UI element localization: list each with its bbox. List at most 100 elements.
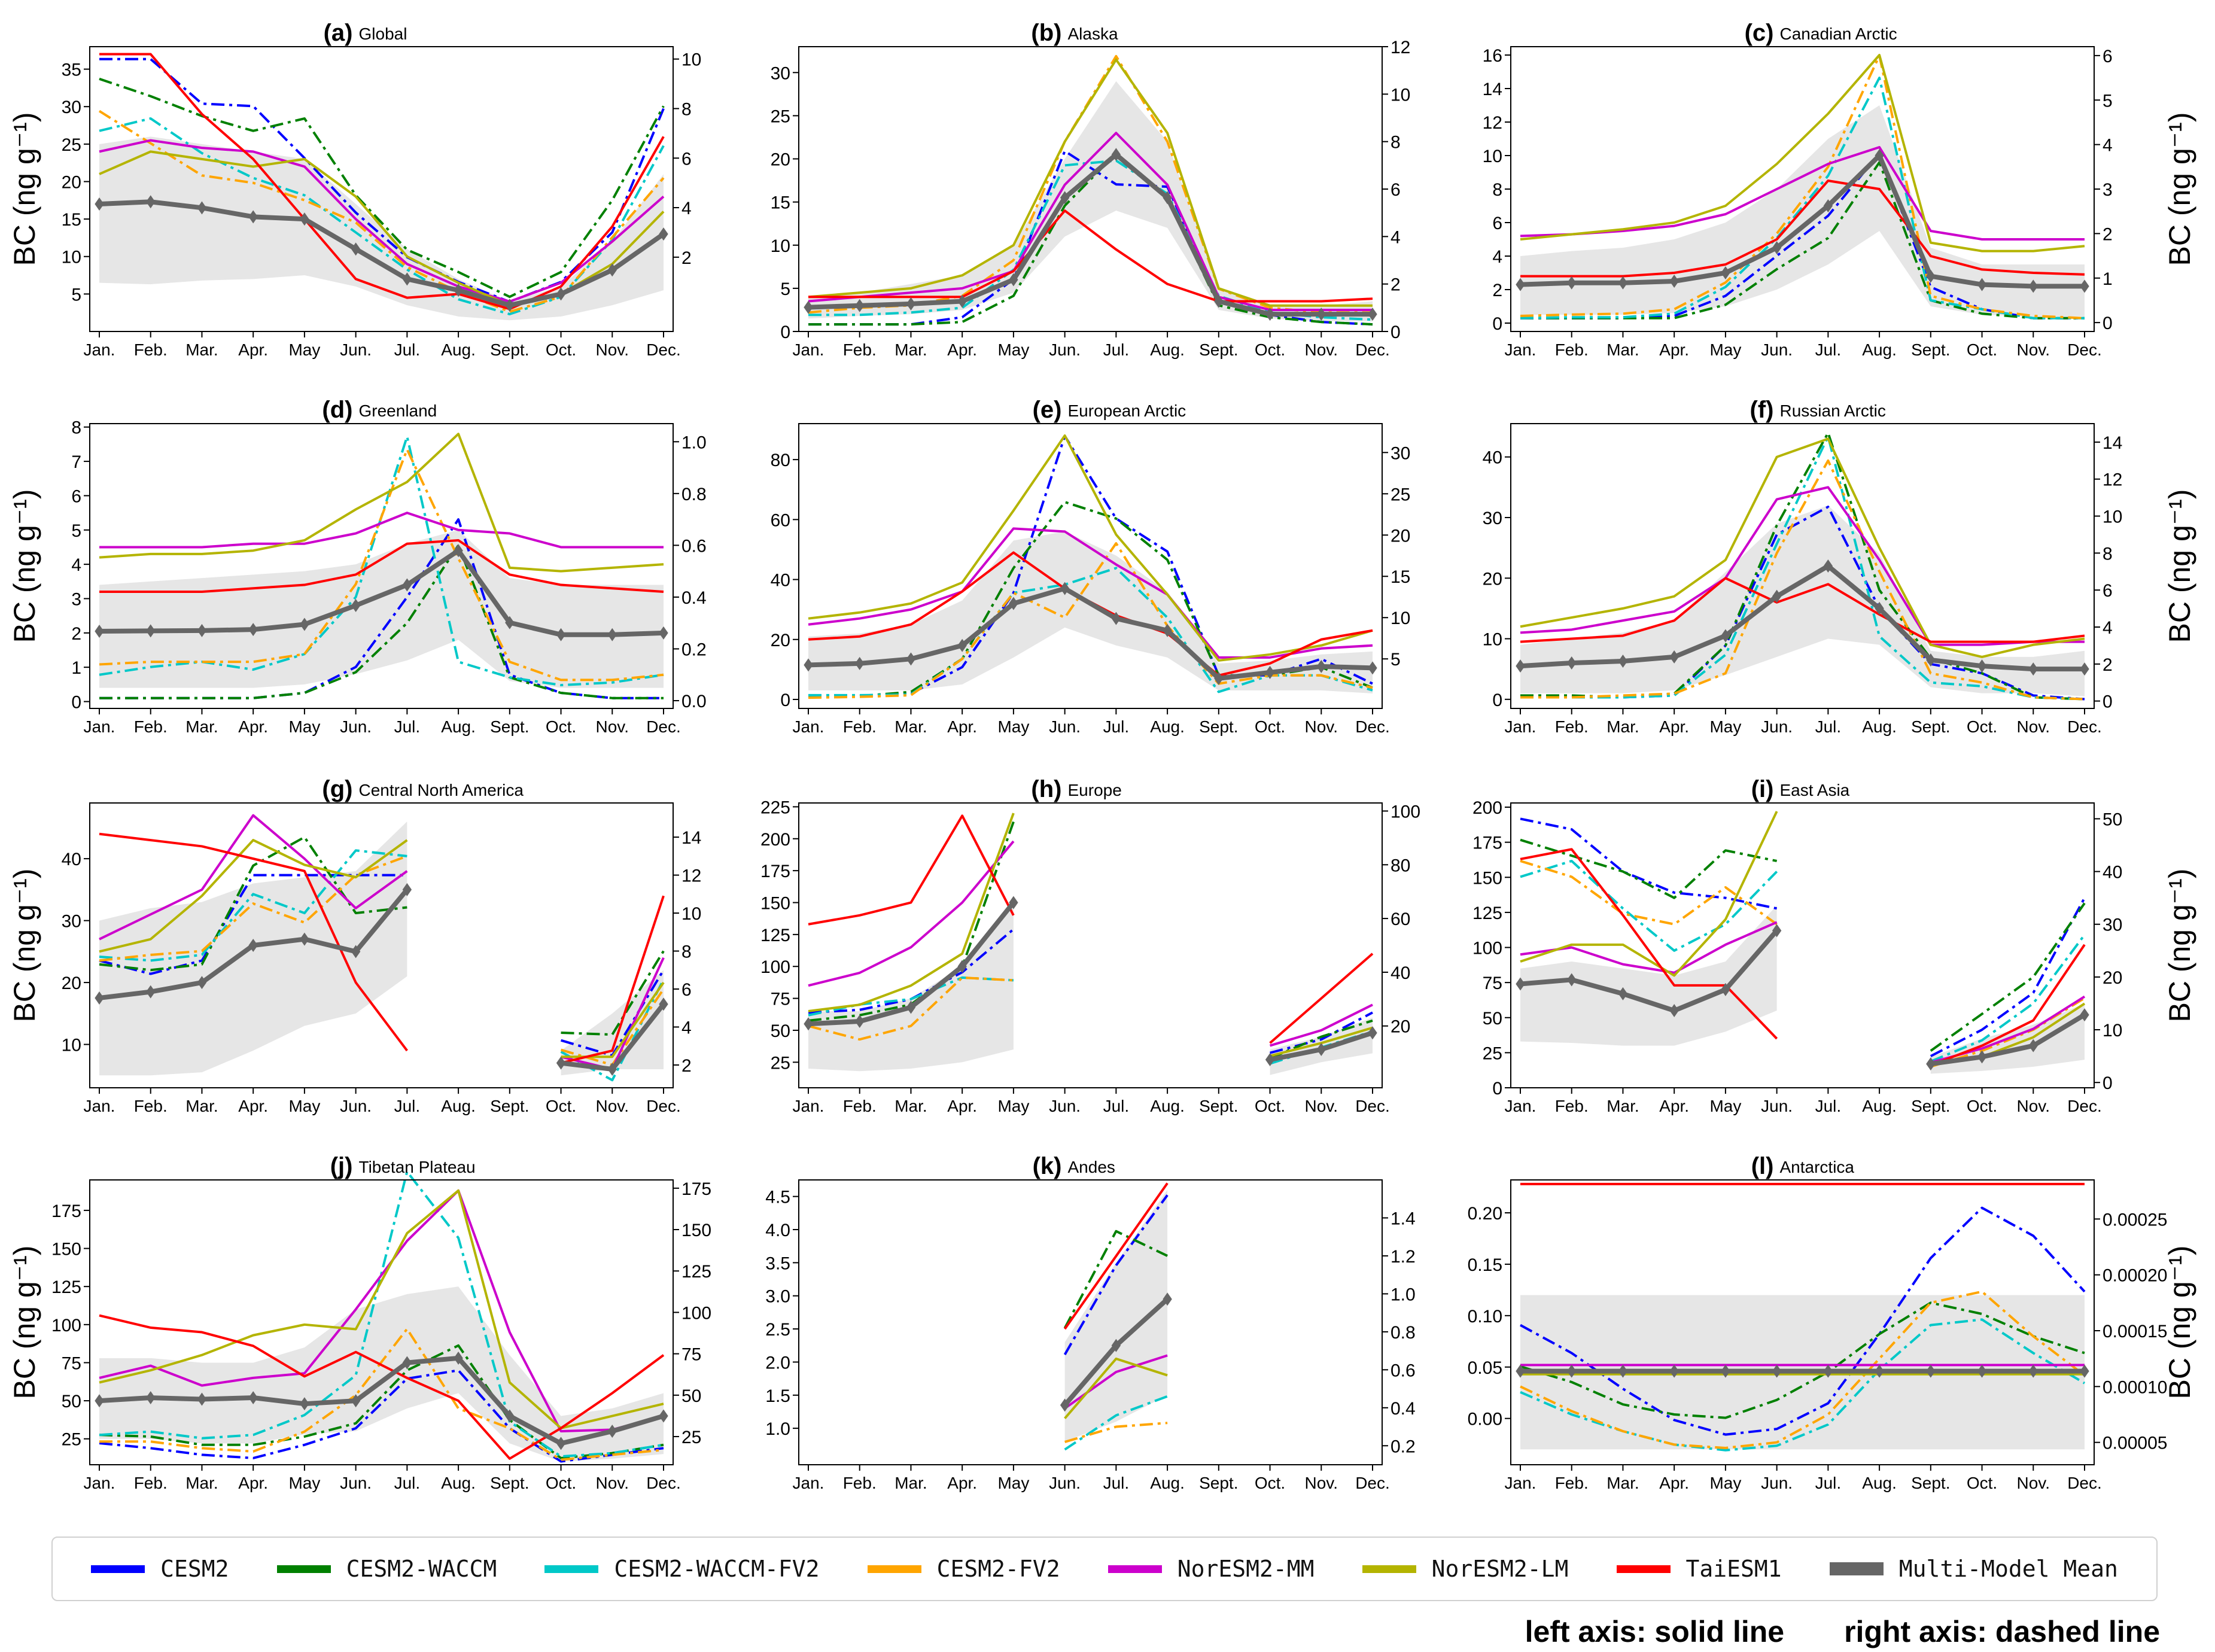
x-tick-label: Jun. (1049, 1474, 1081, 1492)
spread-band (808, 81, 1373, 321)
mean-marker (197, 623, 207, 637)
mean-marker (659, 997, 668, 1011)
spread-band (1520, 905, 1777, 1046)
mean-marker (2028, 662, 2038, 676)
mean-marker (1009, 597, 1018, 610)
x-tick-label: Oct. (546, 1097, 576, 1115)
x-tick-label: Oct. (546, 340, 576, 359)
mean-marker (556, 287, 566, 301)
mean-marker (300, 617, 309, 631)
x-tick-label: Jun. (1049, 1097, 1081, 1115)
mean-marker (146, 1391, 156, 1404)
series-line-cesm2-waccm (808, 152, 1373, 326)
left-tick-label: 15 (62, 210, 81, 230)
mean-marker (197, 201, 207, 215)
legend-label: NorESM2-MM (1177, 1556, 1315, 1582)
right-tick-label: 1.0 (1391, 1285, 1416, 1304)
mean-marker (2028, 1039, 2038, 1052)
left-tick-label: 14 (1483, 80, 1502, 99)
right-tick-label: 15 (1391, 567, 1410, 587)
series-line-noresm2-mm (1064, 1354, 1168, 1410)
right-tick-label: 0 (2103, 314, 2113, 333)
left-tick-label: 3 (71, 589, 81, 609)
right-tick-label: 125 (681, 1262, 711, 1282)
mean-marker (659, 227, 668, 241)
right-tick-label: 175 (681, 1179, 711, 1199)
left-tick-label: 75 (771, 990, 790, 1009)
mean-marker (1265, 665, 1275, 679)
mean-marker (1214, 294, 1224, 308)
x-tick-label: Jul. (1815, 1474, 1842, 1492)
x-tick-label: May (288, 1474, 320, 1492)
legend-item-cesm2: CESM2 (91, 1556, 229, 1582)
legend-swatch (1108, 1565, 1162, 1573)
left-tick-label: 16 (1483, 46, 1502, 66)
mean-marker (1618, 987, 1628, 1000)
series-line-taiesm1 (1520, 180, 2085, 278)
x-tick-label: Dec. (1355, 340, 1390, 359)
right-tick-label: 10 (2103, 507, 2122, 527)
x-tick-label: Dec. (2067, 340, 2102, 359)
x-tick-label: Jan. (793, 1474, 824, 1492)
x-tick-label: Apr. (1659, 717, 1689, 736)
left-tick-label: 3.0 (765, 1287, 790, 1307)
left-tick-label: 60 (771, 510, 790, 530)
right-tick-label: 0.00010 (2103, 1377, 2167, 1397)
series-line-multi-model-mean (1520, 929, 2086, 1067)
mean-marker (1163, 623, 1172, 637)
mean-marker (1567, 276, 1577, 290)
series-line-noresm2-mm (1520, 146, 2085, 241)
x-tick-label: May (1709, 340, 1741, 359)
mean-marker (2028, 1364, 2038, 1378)
legend-label: CESM2-WACCM-FV2 (614, 1556, 820, 1582)
left-tick-label: 8 (71, 418, 81, 438)
right-tick-label: 20 (2103, 968, 2122, 988)
left-tick-label: 25 (1483, 1043, 1502, 1063)
x-tick-label: Dec. (646, 1097, 681, 1115)
mean-marker (855, 299, 865, 312)
series-line-cesm2-waccm-fv2 (808, 567, 1373, 696)
panel-title: Greenland (359, 401, 437, 420)
right-tick-label: 8 (681, 99, 692, 119)
mean-marker (95, 1394, 104, 1408)
x-tick-label: Feb. (843, 717, 877, 736)
mean-marker (1669, 650, 1679, 664)
mean-marker (454, 284, 463, 297)
x-tick-label: Jan. (1505, 340, 1536, 359)
mean-marker (1977, 1050, 1987, 1064)
legend-item-taiesm1: TaiESM1 (1616, 1556, 1782, 1582)
left-tick-label: 5 (71, 521, 81, 541)
x-tick-label: May (1709, 1097, 1741, 1115)
series-line-noresm2-mm (808, 527, 1373, 659)
x-tick-label: Apr. (238, 340, 268, 359)
right-tick-label: 0.00005 (2103, 1434, 2167, 1453)
x-tick-label: Aug. (441, 340, 476, 359)
legend-item-cesm2-fv2: CESM2-FV2 (867, 1556, 1060, 1582)
legend-swatch (867, 1565, 921, 1573)
series-line-cesm2-waccm (99, 544, 664, 699)
right-tick-label: 14 (681, 828, 701, 848)
right-tick-label: 10 (1391, 609, 1410, 628)
legend-label: CESM2-WACCM (346, 1556, 497, 1582)
x-tick-label: Dec. (646, 340, 681, 359)
right-tick-label: 4 (2103, 136, 2113, 156)
left-tick-label: 0.10 (1468, 1307, 1502, 1327)
x-tick-label: Jan. (1505, 1097, 1536, 1115)
mean-marker (454, 544, 463, 558)
series-line-cesm2 (1520, 1206, 2086, 1436)
panel-letter: (k) (1033, 1153, 1062, 1179)
x-tick-label: Jan. (793, 1097, 824, 1115)
mean-marker (1265, 308, 1275, 321)
x-tick-label: Feb. (134, 340, 168, 359)
x-tick-label: Jan. (84, 1474, 115, 1492)
mean-marker (1060, 191, 1070, 205)
x-tick-label: May (1709, 1474, 1741, 1492)
left-tick-label: 0.05 (1468, 1358, 1502, 1378)
mean-marker (1111, 148, 1121, 162)
right-tick-label: 50 (2103, 810, 2122, 829)
x-tick-label: Sept. (1199, 1474, 1238, 1492)
x-tick-label: Sept. (490, 1097, 529, 1115)
mean-marker (1669, 1364, 1679, 1378)
panel-letter: (a) (324, 20, 353, 46)
plot-frame (798, 802, 1383, 1088)
